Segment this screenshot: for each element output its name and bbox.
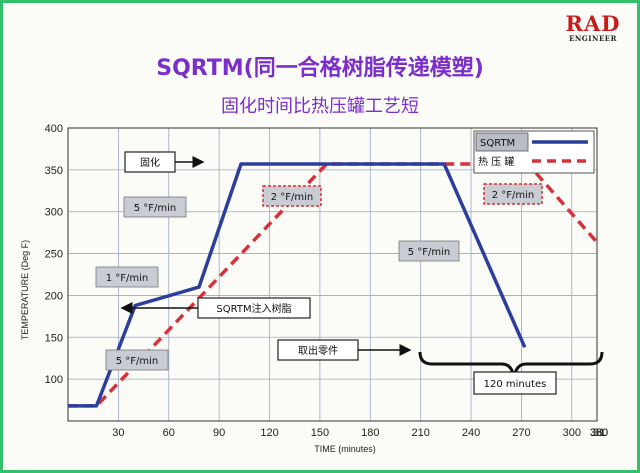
rate-1-label: 1 °F/min xyxy=(106,273,149,284)
rate-5-upper-label: 5 °F/min xyxy=(134,203,177,214)
y-tick-label: 200 xyxy=(45,290,63,302)
y-axis-label: TEMPERATURE (Deg F) xyxy=(20,240,30,340)
legend-label-autoclave: 热 压 罐 xyxy=(478,155,514,168)
rate-2-left-label: 2 °F/min xyxy=(271,192,314,203)
annotation-cool-5: 5 °F/min xyxy=(398,240,460,262)
y-tick-label: 250 xyxy=(45,249,63,261)
annotation-rate-5-upper: 5 °F/min xyxy=(123,196,187,218)
y-tick-labels: 100 150 200 250 300 350 400 xyxy=(45,123,63,386)
x-tick-label: 240 xyxy=(462,427,480,439)
legend-label-sqrtm: SQRTM xyxy=(480,138,515,149)
cure-label: 固化 xyxy=(140,156,160,169)
x-tick-label: 330 xyxy=(590,427,608,439)
annotation-cure: 固化 xyxy=(124,151,205,173)
annotation-rate-2-right: 2 °F/min xyxy=(483,183,543,205)
x-tick-label: 90 xyxy=(213,427,225,439)
series-lines xyxy=(68,162,597,408)
rate-1-box xyxy=(95,266,159,288)
series-line-sqrtm xyxy=(68,162,527,408)
cool-5-label: 5 °F/min xyxy=(408,247,451,258)
plot-border xyxy=(67,127,598,422)
duration-label: 120 minutes xyxy=(484,379,547,390)
annotation-demold: 取出零件 xyxy=(277,339,412,361)
y-tick-label: 150 xyxy=(45,332,63,344)
slide-title: SQRTM(同一合格树脂传递模塑) xyxy=(156,56,484,81)
annotation-rate-2-left: 2 °F/min xyxy=(262,185,322,207)
y-tick-label: 350 xyxy=(45,165,63,177)
rate-2-right-box xyxy=(483,183,543,205)
x-tick-label: 30 xyxy=(112,427,124,439)
annotation-duration: 120 minutes xyxy=(418,351,604,395)
rate-5-upper-box xyxy=(123,196,187,218)
legend: SQRTM 热 压 罐 xyxy=(473,130,595,174)
rad-engineer-logo: RAD ENGINEER xyxy=(553,11,633,43)
duration-label-box xyxy=(473,371,557,395)
x-tick-label: 31 xyxy=(593,427,605,439)
x-tick-label: 180 xyxy=(361,427,379,439)
x-tick-label: 300 xyxy=(563,427,581,439)
x-axis-label: TIME (minutes) xyxy=(314,444,376,454)
legend-label-bg-sqrtm xyxy=(475,132,529,152)
x-tick-label: 210 xyxy=(411,427,429,439)
x-tick-label: 150 xyxy=(311,427,329,439)
annotation-inject: SQRTM注入树脂 xyxy=(120,297,311,319)
x-tick-label: 360 xyxy=(590,427,608,439)
y-tick-label: 400 xyxy=(45,123,63,135)
annotation-rate-1: 1 °F/min xyxy=(95,266,159,288)
logo-main-text: RAD xyxy=(565,11,621,36)
logo-sub-text: ENGINEER xyxy=(569,34,617,43)
rate-5-lower-label: 5 °F/min xyxy=(116,356,159,367)
rate-2-left-box xyxy=(262,185,322,207)
slide-subtitle: 固化时间比热压罐工艺短 xyxy=(221,96,419,117)
inject-label: SQRTM注入树脂 xyxy=(216,302,291,315)
x-tick-label: 270 xyxy=(512,427,530,439)
y-tick-label: 300 xyxy=(45,207,63,219)
cool-5-box xyxy=(398,240,460,262)
rate-5-lower-box xyxy=(105,349,169,371)
annotation-rate-5-lower: 5 °F/min xyxy=(105,349,169,371)
rate-2-right-label: 2 °F/min xyxy=(492,190,535,201)
x-tick-label: 120 xyxy=(260,427,278,439)
y-tick-label: 100 xyxy=(45,374,63,386)
demold-label: 取出零件 xyxy=(298,344,338,357)
x-tick-label: 60 xyxy=(163,427,175,439)
